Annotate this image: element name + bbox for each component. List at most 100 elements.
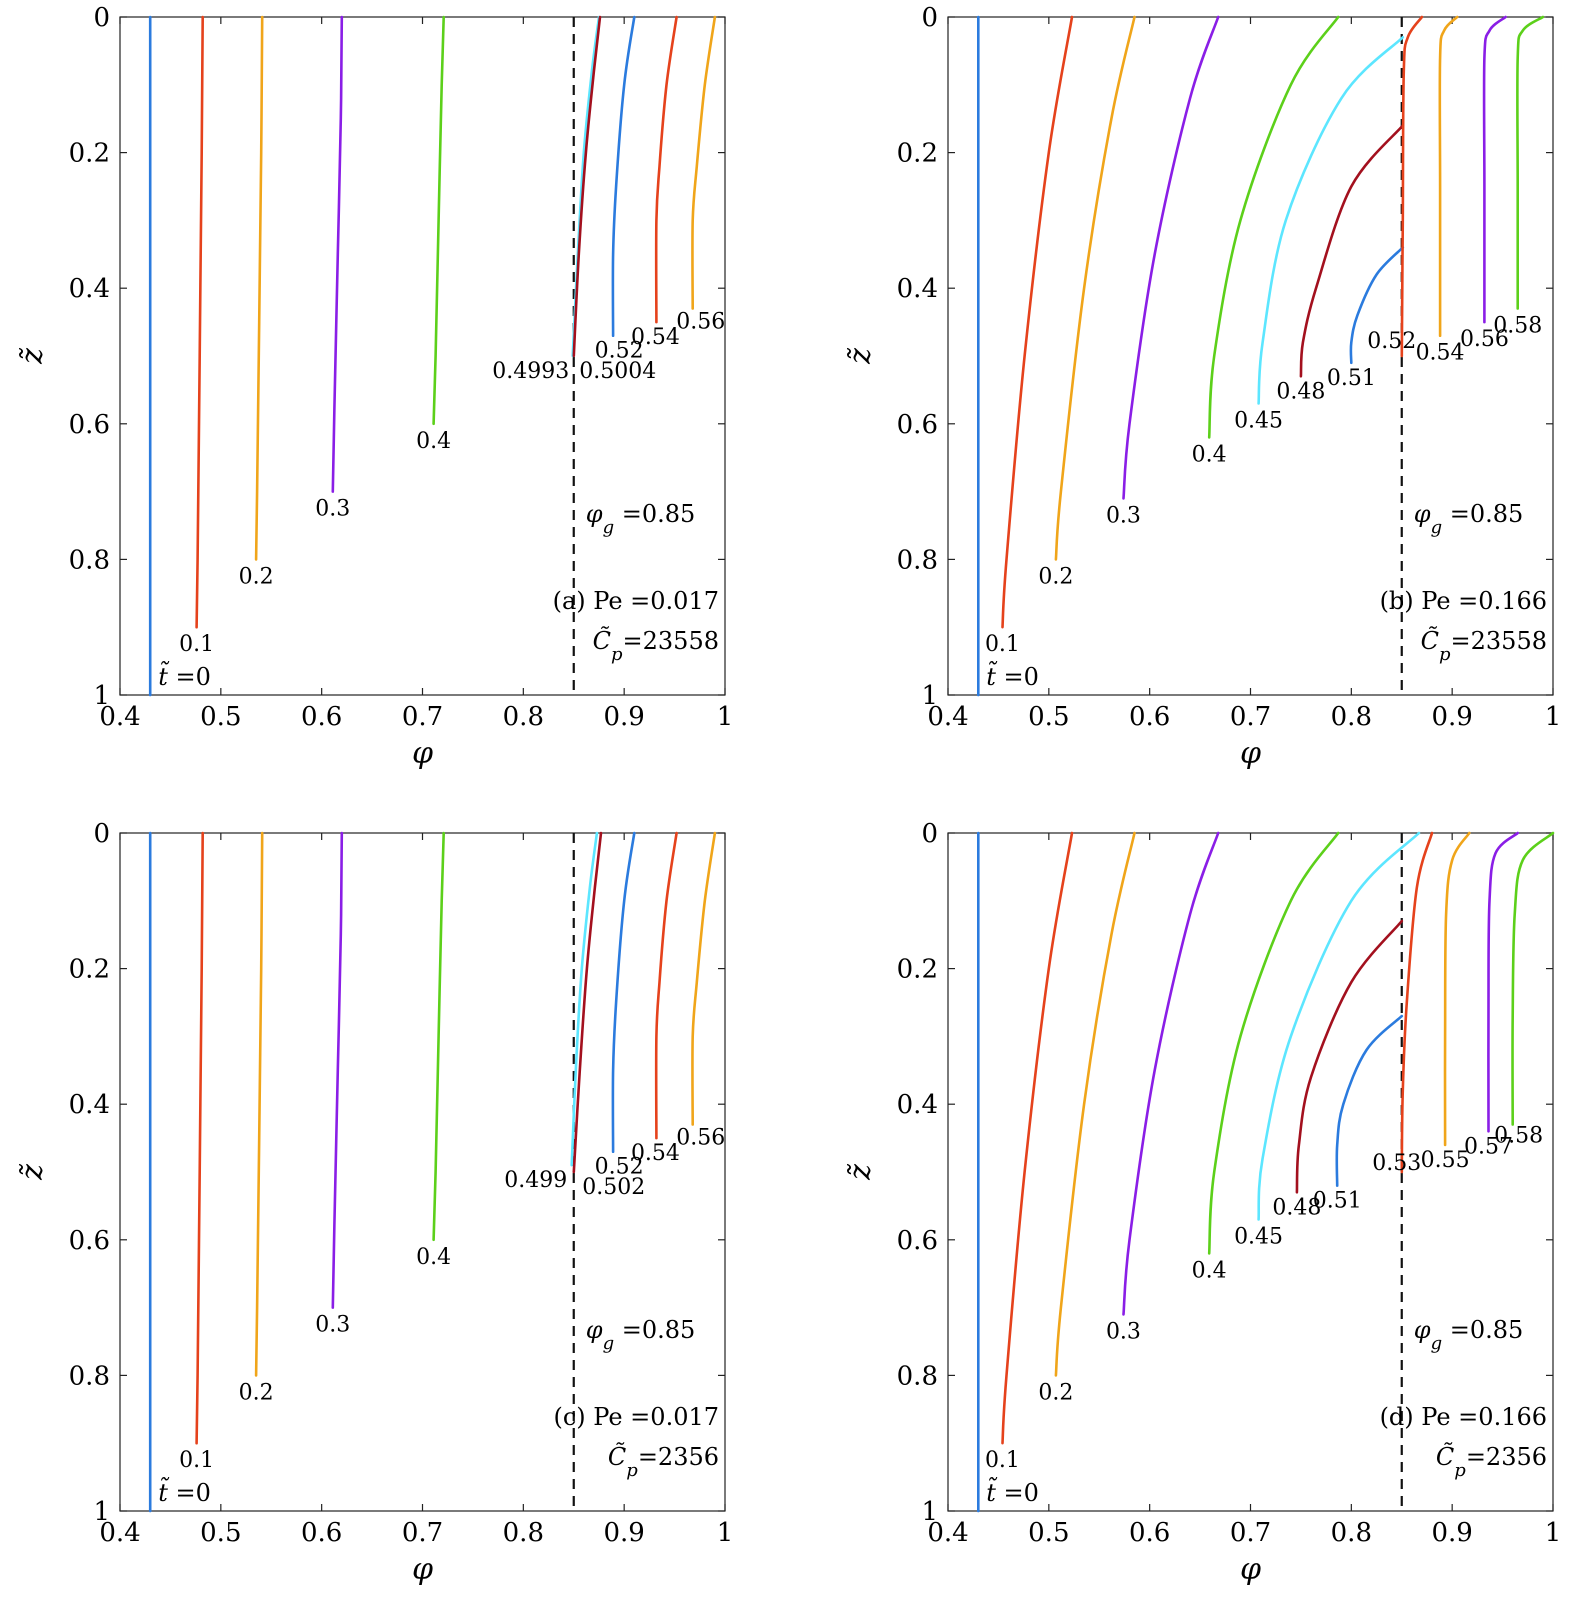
y-tick-label: 0.8 <box>69 545 110 575</box>
series-line <box>1335 1014 1404 1187</box>
series-label: 0.5004 <box>579 359 656 384</box>
panel-label: (b) Pe =0.166 <box>1380 587 1547 615</box>
x-tick-label: 0.7 <box>402 702 443 732</box>
series-line <box>1400 831 1434 1174</box>
series-line <box>1054 15 1136 561</box>
series-label: 0.48 <box>1272 1195 1321 1220</box>
y-tick-label: 0 <box>921 819 938 849</box>
series-line <box>1054 831 1136 1377</box>
series-label: 0.3 <box>315 1313 350 1338</box>
panel-b: 0.4 0.5 0.6 0.7 0.8 0.9 1 0 0.2 0.4 0.6 0.8 1 φ z̃ t̃ =… <box>843 3 1561 771</box>
y-tick-label: 1 <box>921 681 938 711</box>
series-label: 0.54 <box>1416 341 1465 366</box>
series-line <box>195 831 204 1445</box>
y-tick-label: 0.4 <box>69 274 110 304</box>
series-label: 0.3 <box>1106 1319 1141 1344</box>
series-label: 0.2 <box>239 564 274 589</box>
series-label: 0.4 <box>1192 1258 1227 1283</box>
series-line <box>691 831 717 1126</box>
panel-label: (a) Pe =0.017 <box>553 587 719 615</box>
y-tick-label: 0.6 <box>69 1226 110 1256</box>
x-tick-label: 0.8 <box>503 1518 544 1548</box>
series-line <box>1257 831 1421 1221</box>
series-label: 0.52 <box>1367 329 1416 354</box>
x-tick-label: 0.9 <box>1431 1518 1472 1548</box>
x-axis-label: φ <box>412 1552 433 1587</box>
x-tick-label: 0.5 <box>1028 702 1069 732</box>
series-line <box>1207 15 1340 439</box>
x-axis-label: φ <box>1240 736 1261 771</box>
x-tick-label: 0.9 <box>1431 702 1472 732</box>
series-label: 0.56 <box>676 1126 725 1151</box>
x-tick-label: 1 <box>717 702 734 732</box>
series-line <box>1487 831 1519 1133</box>
x-tick-label: 0.7 <box>1230 1518 1271 1548</box>
cp-annotation: C̃p=2356 <box>608 1443 719 1481</box>
y-tick-label: 1 <box>93 1497 110 1527</box>
series-label: 0.499 <box>504 1168 567 1193</box>
series-label: 0.1 <box>179 1448 214 1473</box>
series-line <box>611 15 636 337</box>
series-line <box>1122 831 1220 1316</box>
series-line <box>331 15 344 493</box>
series-label: 0.4 <box>416 1245 451 1270</box>
x-tick-label: 0.4 <box>99 702 140 732</box>
series-line <box>254 831 264 1377</box>
series-line <box>254 15 264 561</box>
panel-d: 0.4 0.5 0.6 0.7 0.8 0.9 1 0 0.2 0.4 0.6 0.8 1 φ z̃ t̃ =… <box>843 819 1561 1587</box>
series-label: 0.56 <box>1460 327 1509 352</box>
y-tick-label: 0.4 <box>897 274 938 304</box>
panel-label: (c) Pe =0.017 <box>553 1403 719 1431</box>
series-line <box>1257 36 1405 405</box>
series-line <box>1349 246 1405 365</box>
y-axis-label: z̃ <box>15 347 50 365</box>
panel-c: 0.4 0.5 0.6 0.7 0.8 0.9 1 0 0.2 0.4 0.6 0.8 1 φ z̃ t̃ =… <box>15 819 733 1587</box>
panel-a: 0.4 0.5 0.6 0.7 0.8 0.9 1 0 0.2 0.4 0.6 0.8 1 φ z̃ t̃ =… <box>15 3 733 771</box>
series-line <box>1001 831 1074 1445</box>
cp-annotation: C̃p=23558 <box>593 627 719 665</box>
series-label: t̃ =0 <box>158 660 211 691</box>
series-line <box>1295 919 1404 1194</box>
y-tick-label: 0.6 <box>897 1226 938 1256</box>
series-label: t̃ =0 <box>986 1476 1039 1507</box>
series-label: 0.55 <box>1421 1148 1470 1173</box>
series-label: 0.1 <box>179 632 214 657</box>
series-label: 0.52 <box>595 339 644 364</box>
series-line <box>432 15 445 426</box>
y-tick-label: 0.2 <box>897 955 938 985</box>
y-tick-label: 0.8 <box>69 1361 110 1391</box>
series-label: 0.58 <box>1493 314 1542 339</box>
phi-g-annotation: φg =0.85 <box>1414 500 1524 538</box>
series-label: 0.54 <box>631 325 680 350</box>
y-tick-label: 1 <box>93 681 110 711</box>
series-label: t̃ =0 <box>986 660 1039 691</box>
y-tick-label: 0 <box>921 3 938 33</box>
y-tick-label: 0 <box>93 819 110 849</box>
series-label: 0.1 <box>985 1448 1020 1473</box>
series-label: 0.54 <box>631 1141 680 1166</box>
series-label: 0.2 <box>1038 1380 1073 1405</box>
series-line <box>1511 831 1555 1126</box>
series-line <box>331 831 344 1309</box>
series-line <box>1001 15 1074 629</box>
y-axis-label: z̃ <box>843 347 878 365</box>
y-tick-label: 0.2 <box>897 139 938 169</box>
phi-g-annotation: φg =0.85 <box>586 1316 696 1354</box>
y-tick-label: 0.8 <box>897 1361 938 1391</box>
series-label: 0.51 <box>1327 366 1376 391</box>
series-label: 0.1 <box>985 632 1020 657</box>
series-label: 0.4993 <box>492 359 569 384</box>
series-line <box>432 831 445 1242</box>
x-tick-label: 0.7 <box>402 1518 443 1548</box>
series-label: 0.52 <box>595 1155 644 1180</box>
x-tick-label: 0.9 <box>603 702 644 732</box>
series-label: 0.51 <box>1313 1189 1362 1214</box>
series-line <box>572 15 602 358</box>
phi-g-annotation: φg =0.85 <box>1414 1316 1524 1354</box>
y-tick-label: 0 <box>93 3 110 33</box>
x-tick-label: 0.6 <box>1129 702 1170 732</box>
x-tick-label: 0.4 <box>927 702 968 732</box>
y-tick-label: 1 <box>921 1497 938 1527</box>
series-line <box>1299 124 1405 378</box>
series-label: 0.58 <box>1494 1124 1543 1149</box>
